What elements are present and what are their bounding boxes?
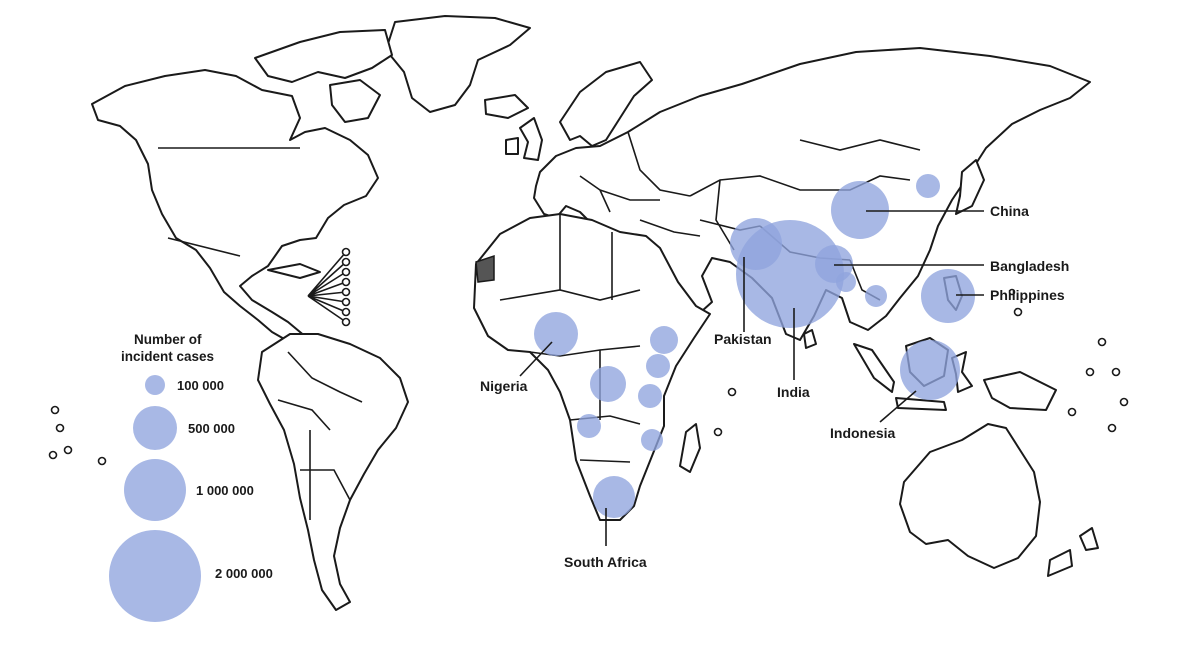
bubble-ethiopia [650,326,678,354]
legend: Number of incident cases 100 000 500 000… [109,332,273,622]
scandinavia [559,61,653,147]
new-guinea [983,371,1057,411]
legend-bubble-2000000 [109,530,201,622]
legend-bubble-100000 [145,375,165,395]
new-zealand-south [1047,549,1073,577]
sumatra [853,343,895,393]
label-india: India [777,384,810,400]
legend-title-line1: Number of [134,332,202,347]
label-pakistan: Pakistan [714,331,772,347]
leader-lines [519,210,984,546]
bubble-north-korea [916,174,940,198]
small-islands [48,247,1129,466]
north-america [91,69,379,347]
label-china: China [990,203,1029,219]
bubble-china [831,181,889,239]
greenland [385,15,531,113]
iceland [484,94,529,119]
great-britain [519,117,543,161]
bubble-angola [577,414,601,438]
label-indonesia: Indonesia [830,425,896,441]
legend-title-line2: incident cases [121,349,214,364]
country-labels: China Bangladesh Philippines Pakistan In… [480,203,1069,570]
bubble-nigeria [534,312,578,356]
label-nigeria: Nigeria [480,378,528,394]
java [895,397,947,411]
bubble-thailand [865,285,887,307]
madagascar [679,423,701,473]
bubble-pakistan [730,218,782,270]
label-bangladesh: Bangladesh [990,258,1069,274]
arctic-islands [254,29,393,83]
legend-label-2000000: 2 000 000 [215,566,273,581]
bubble-mozambique [641,429,663,451]
sri-lanka [803,329,817,349]
bubble-kenya [646,354,670,378]
bubble-tanzania [638,384,662,408]
bubble-myanmar [836,272,856,292]
legend-bubble-500000 [133,406,177,450]
label-south-africa: South Africa [564,554,647,570]
australia [899,423,1041,569]
label-philippines: Philippines [990,287,1065,303]
japan [955,159,985,215]
western-sahara [475,254,495,283]
baffin-island [329,79,381,123]
legend-label-100000: 100 000 [177,378,224,393]
bubble-philippines [921,269,975,323]
incidence-bubbles [534,174,975,518]
new-zealand [1079,527,1099,551]
legend-bubble-1000000 [124,459,186,521]
ireland [505,137,519,155]
bubble-indonesia [900,340,960,400]
south-america [257,333,409,611]
bubble-south-africa [593,476,635,518]
caribbean-islands [267,263,321,279]
bubble-drc [590,366,626,402]
legend-label-500000: 500 000 [188,421,235,436]
legend-label-1000000: 1 000 000 [196,483,254,498]
